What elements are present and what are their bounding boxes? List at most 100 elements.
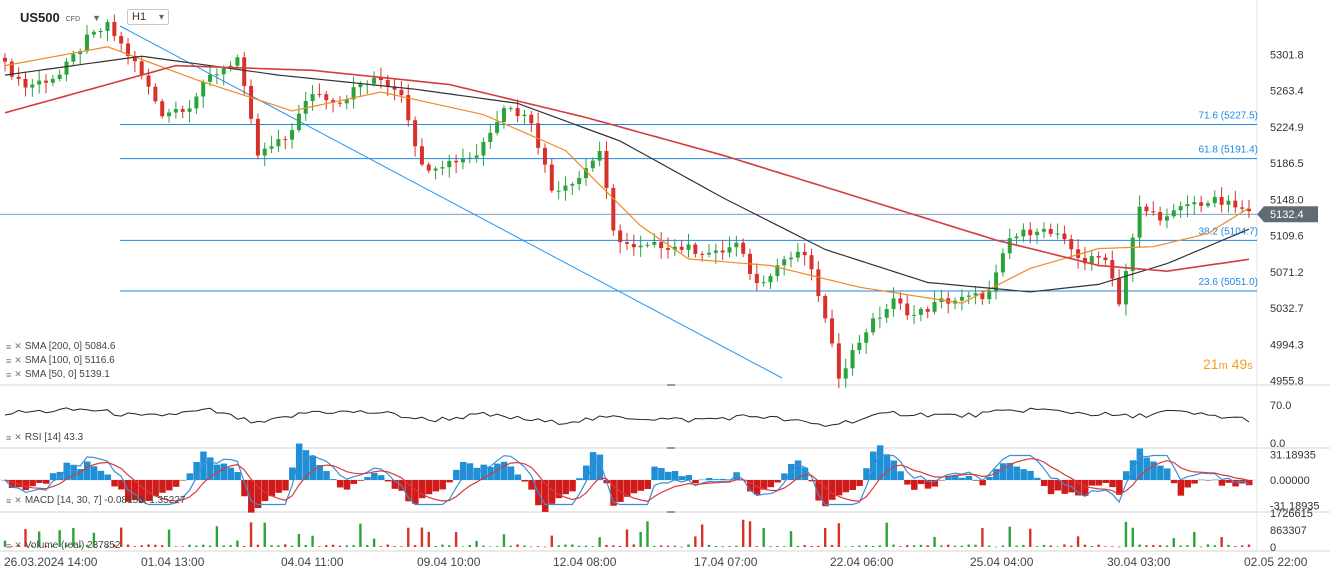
timeframe-select[interactable]: H1 ▾ — [127, 9, 169, 25]
candle-body — [1130, 237, 1135, 271]
legend-sma50[interactable]: ≡ ✕ SMA [50, 0] 5139.1 — [6, 369, 110, 380]
legend-rsi[interactable]: ≡ ✕ RSI [14] 43.3 — [6, 432, 83, 443]
volume-bar — [782, 546, 786, 547]
volume-bar — [482, 545, 485, 547]
volume-bar — [1213, 545, 1216, 547]
settings-icon[interactable]: ≡ — [6, 540, 12, 551]
volume-bar — [1049, 545, 1052, 547]
macd-histogram-bar — [248, 480, 255, 513]
volume-bar — [728, 546, 731, 547]
candle-body — [823, 295, 828, 319]
close-icon[interactable]: ✕ — [14, 540, 22, 550]
candle-body — [959, 296, 964, 301]
volume-bar — [523, 545, 526, 547]
close-icon[interactable]: ✕ — [14, 369, 22, 379]
legend-macd[interactable]: ≡ ✕ MACD [14, 30, 7] -0.08150, 1.35227 — [6, 495, 185, 506]
macd-histogram-bar — [1047, 480, 1055, 495]
candle-body — [864, 332, 869, 343]
volume-bar — [113, 544, 116, 547]
volume-bar — [17, 544, 20, 547]
volume-bar — [37, 531, 41, 547]
volume-bar — [161, 545, 164, 547]
candle-body — [501, 108, 506, 122]
settings-icon[interactable]: ≡ — [6, 495, 12, 506]
macd-histogram-bar — [343, 480, 351, 490]
volume-bar — [1131, 527, 1134, 547]
macd-histogram-bar — [138, 480, 146, 503]
volume-bar — [1056, 546, 1059, 548]
candle-body — [652, 241, 657, 245]
macd-histogram-bar — [521, 480, 528, 482]
legend-sma200[interactable]: ≡ ✕ SMA [200, 0] 5084.6 — [6, 341, 115, 352]
volume-bar — [796, 545, 800, 547]
macd-histogram-bar — [1163, 468, 1171, 480]
macd-histogram-bar — [145, 480, 153, 501]
legend-sma100[interactable]: ≡ ✕ SMA [100, 0] 5116.6 — [6, 355, 115, 366]
settings-icon[interactable]: ≡ — [6, 432, 12, 443]
macd-histogram-bar — [1116, 480, 1123, 495]
volume-tick-label: 0 — [1270, 542, 1276, 554]
macd-histogram-bar — [302, 450, 310, 480]
volume-bar — [851, 546, 854, 547]
macd-histogram-bar — [268, 480, 276, 497]
volume-bar — [953, 545, 957, 547]
volume-bar — [434, 546, 437, 547]
macd-histogram-bar — [282, 480, 289, 491]
candle-body — [194, 96, 199, 109]
candle-body — [884, 309, 889, 318]
candle-body — [262, 148, 267, 156]
candle-body — [112, 21, 117, 37]
settings-icon[interactable]: ≡ — [6, 355, 12, 366]
macd-histogram-bar — [70, 464, 77, 480]
macd-histogram-bar — [1061, 480, 1068, 494]
close-icon[interactable]: ✕ — [14, 495, 22, 505]
volume-bar — [810, 546, 813, 547]
candle-body — [1151, 211, 1156, 213]
macd-histogram-bar — [528, 480, 535, 490]
macd-histogram-bar — [63, 462, 71, 480]
candle-body — [775, 265, 780, 277]
close-icon[interactable]: ✕ — [14, 341, 22, 351]
symbol-dropdown-icon[interactable]: ▼ — [92, 12, 102, 23]
volume-bar — [441, 544, 444, 547]
settings-icon[interactable]: ≡ — [6, 341, 12, 352]
macd-histogram-bar — [241, 480, 248, 497]
macd-histogram-bar — [876, 445, 884, 480]
candle-body — [515, 108, 520, 117]
macd-histogram-bar — [849, 480, 857, 491]
volume-bar — [516, 544, 519, 547]
macd-histogram-bar — [1191, 480, 1198, 484]
macd-histogram-bar — [480, 464, 487, 480]
volume-bar — [557, 545, 560, 547]
candle-body — [830, 318, 835, 344]
symbol-header[interactable]: US500 CFD ▼ — [20, 10, 101, 25]
sma50-line — [4, 46, 1250, 304]
macd-histogram-bar — [678, 476, 686, 480]
volume-bar — [680, 546, 683, 548]
macd-histogram-bar — [1211, 479, 1219, 481]
volume-bar — [78, 545, 82, 547]
macd-histogram-bar — [412, 480, 419, 504]
volume-bar — [906, 545, 909, 547]
fib-level-label: 38.2 (5104.7) — [1199, 226, 1259, 237]
settings-icon[interactable]: ≡ — [6, 369, 12, 380]
macd-histogram-bar — [418, 480, 426, 499]
macd-histogram-bar — [330, 479, 337, 480]
close-icon[interactable]: ✕ — [14, 432, 22, 442]
close-icon[interactable]: ✕ — [14, 355, 22, 365]
macd-histogram-bar — [794, 460, 802, 480]
macd-histogram-bar — [275, 480, 282, 493]
candle-body — [1246, 208, 1251, 212]
candle-body — [481, 141, 486, 156]
candle-body — [50, 78, 55, 83]
macd-histogram-bar — [1054, 480, 1062, 491]
legend-volume[interactable]: ≡ ✕ Volume (real) 237852 — [6, 540, 120, 551]
candle-body — [761, 282, 766, 284]
volume-bar — [58, 530, 61, 547]
candle-body — [132, 55, 137, 62]
volume-bar — [899, 546, 902, 547]
macd-histogram-bar — [863, 468, 870, 480]
candle-body — [1110, 260, 1115, 279]
